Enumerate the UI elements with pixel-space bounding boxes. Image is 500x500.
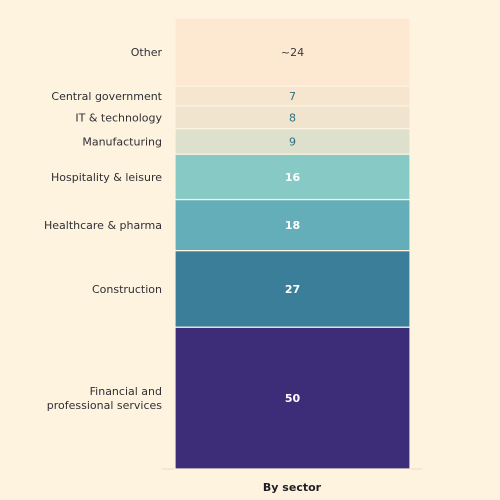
value-label-4: 9 [289, 135, 296, 148]
bar-segments [174, 17, 411, 470]
bar-segment-4 [174, 128, 411, 155]
value-labels: 50 27 18 16 9 8 7 ~24 [281, 46, 304, 405]
category-label-6: Central government [51, 90, 162, 103]
value-label-0: 50 [285, 392, 301, 405]
value-label-3: 16 [285, 171, 301, 184]
x-axis-label: By sector [263, 481, 322, 494]
value-label-1: 27 [285, 283, 300, 296]
category-label-3: Hospitality & leisure [51, 171, 162, 184]
value-label-5: 8 [289, 111, 296, 124]
category-label-4: Manufacturing [82, 135, 162, 148]
category-label-2: Healthcare & pharma [44, 219, 162, 232]
category-label-7: Other [131, 46, 163, 59]
value-label-6: 7 [289, 90, 296, 103]
category-label-0: Financial and professional services [47, 385, 163, 412]
bar-segment-3 [174, 153, 411, 201]
bar-segment-0 [174, 326, 411, 470]
bar-segment-7 [174, 17, 411, 87]
value-label-7: ~24 [281, 46, 304, 59]
category-labels: Financial and professional services Constr… [44, 46, 163, 412]
category-label-1: Construction [92, 283, 162, 296]
category-label-5: IT & technology [75, 111, 162, 124]
bar-segment-1 [174, 249, 411, 328]
value-label-2: 18 [285, 219, 300, 232]
